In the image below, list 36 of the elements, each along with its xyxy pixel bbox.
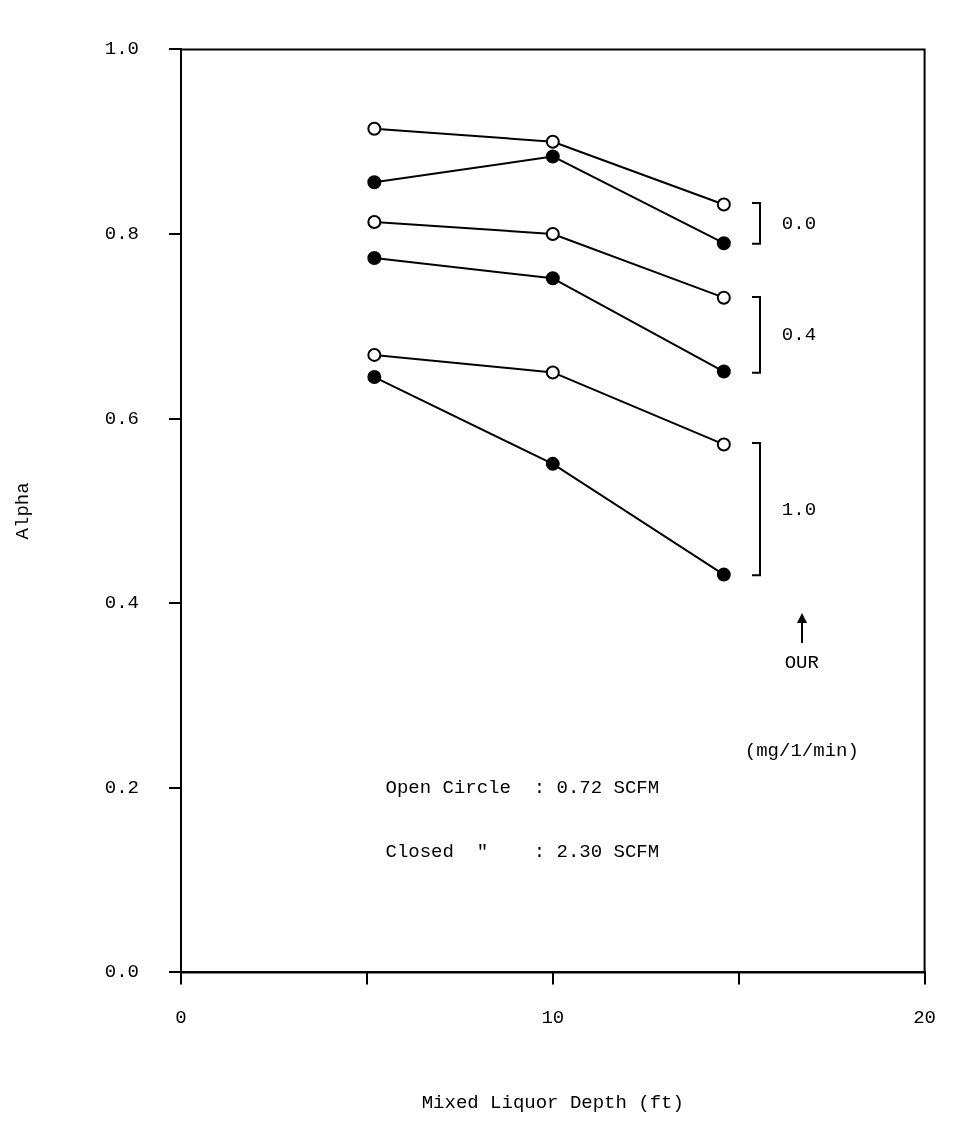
annotation: OUR	[784, 652, 819, 675]
annotation: 1.0	[781, 498, 817, 521]
x-tick-label: 0	[175, 1006, 187, 1029]
point	[367, 251, 382, 265]
point	[716, 364, 731, 379]
y-tick-label: 0.0	[104, 961, 140, 984]
point	[545, 134, 560, 149]
point	[367, 121, 382, 136]
point	[367, 175, 382, 190]
annotation: 0.0	[781, 212, 817, 235]
y-tick-label: 0.8	[104, 223, 140, 246]
y-tick-label: 1.0	[104, 38, 140, 61]
x-tick-label: 20	[913, 1006, 936, 1029]
point	[545, 271, 560, 286]
point	[716, 236, 731, 251]
point	[367, 215, 382, 229]
y-axis-title: Alpha	[12, 482, 35, 540]
point	[545, 149, 560, 164]
y-tick-label: 0.6	[104, 407, 140, 430]
point	[716, 567, 731, 582]
annotation: Closed " : 2.30 SCFM	[385, 841, 660, 864]
annotation: 0.4	[781, 323, 817, 346]
point	[367, 370, 382, 385]
y-tick-label: 0.4	[104, 592, 140, 615]
point	[545, 227, 560, 241]
point	[545, 456, 560, 471]
x-axis-title: Mixed Liquor Depth (ft)	[421, 1091, 684, 1114]
annotation: (mg/1/min)	[744, 739, 859, 762]
point	[545, 365, 560, 380]
y-tick-label: 0.2	[104, 776, 140, 799]
point	[716, 197, 731, 212]
annotation: Open Circle : 0.72 SCFM	[385, 776, 660, 799]
point	[367, 347, 382, 362]
point	[716, 437, 731, 452]
x-tick-label: 10	[541, 1006, 565, 1029]
point	[716, 290, 731, 305]
